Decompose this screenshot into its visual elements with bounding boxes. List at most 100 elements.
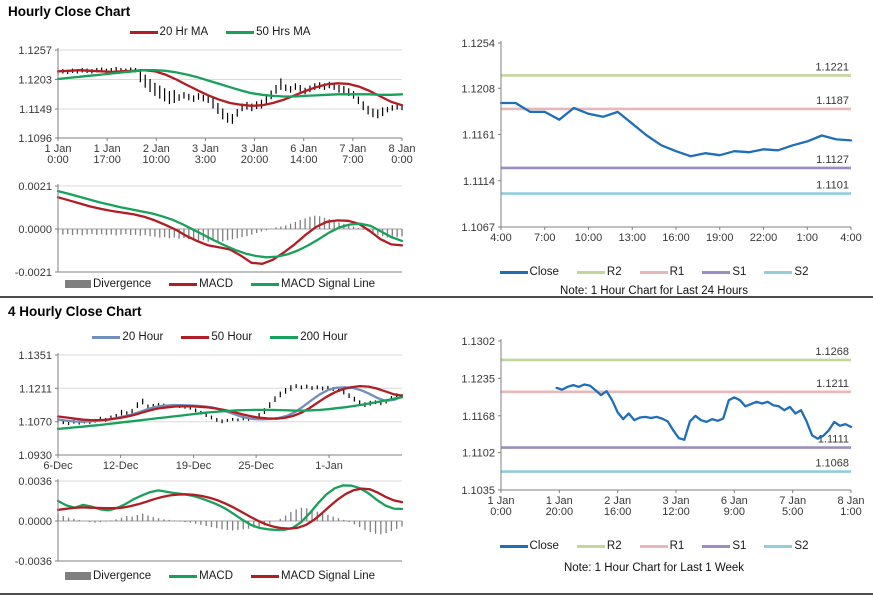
legend-pivot-24h: Close R2 R1 S1 S2 (441, 266, 867, 278)
legend-item-s2: S2 (764, 266, 808, 278)
20-hour-swatch (92, 335, 121, 339)
macd-signal-line-swatch (251, 282, 280, 286)
legend-4hourly-macd: Divergence MACD MACD Signal Line (0, 570, 440, 582)
legend-item-200-hour: 200 Hour (270, 331, 348, 343)
legend-item-r2: R2 (576, 266, 622, 278)
svg-text:25-Dec: 25-Dec (238, 460, 274, 472)
svg-text:1.1257: 1.1257 (18, 45, 52, 57)
svg-text:1.1035: 1.1035 (461, 485, 495, 497)
svg-text:-0.0021: -0.0021 (15, 267, 52, 276)
svg-text:1.1302: 1.1302 (461, 336, 495, 348)
svg-text:0.0000: 0.0000 (18, 516, 52, 528)
svg-text:4:00: 4:00 (840, 232, 861, 244)
legend-hourly-macd: Divergence MACD MACD Signal Line (0, 278, 440, 290)
legend-item-50-hrs-ma: 50 Hrs MA (226, 26, 310, 38)
s2-swatch (764, 544, 793, 548)
section-title-hourly: Hourly Close Chart (8, 4, 131, 19)
r2-swatch (576, 270, 605, 274)
svg-text:1:00: 1:00 (797, 232, 818, 244)
svg-text:1.1211: 1.1211 (19, 383, 52, 395)
svg-text:1-Jan: 1-Jan (315, 460, 343, 472)
svg-text:1.1254: 1.1254 (461, 38, 495, 50)
svg-text:0.0036: 0.0036 (18, 477, 52, 488)
legend-label: MACD (199, 570, 234, 582)
divergence-swatch (64, 280, 91, 288)
r1-swatch (639, 544, 668, 548)
legend-item-s2: S2 (764, 540, 808, 552)
macd-swatch (169, 282, 198, 286)
svg-text:-0.0036: -0.0036 (15, 556, 52, 565)
svg-text:1.1268: 1.1268 (815, 346, 849, 358)
legend-label: Divergence (92, 278, 152, 290)
legend-item-macd-signal-line: MACD Signal Line (251, 570, 375, 582)
svg-text:7:00: 7:00 (534, 232, 555, 244)
svg-text:1.1208: 1.1208 (461, 83, 495, 95)
note-pivot-1week: Note: 1 Hour Chart for Last 1 Week (563, 562, 745, 574)
divergence-swatch (64, 572, 91, 580)
svg-text:19-Dec: 19-Dec (176, 460, 212, 472)
svg-text:1.1102: 1.1102 (462, 448, 495, 460)
svg-text:1.1161: 1.1161 (462, 130, 495, 142)
50-hour-swatch (181, 335, 210, 339)
r1-swatch (639, 270, 668, 274)
legend-label: R2 (606, 540, 622, 552)
s1-swatch (702, 270, 731, 274)
20-hr-ma-swatch (129, 30, 158, 34)
legend-label: 20 Hour (122, 331, 164, 343)
legend-item-20-hour: 20 Hour (92, 331, 163, 343)
legend-item-macd-signal-line: MACD Signal Line (251, 278, 375, 290)
svg-text:1.1111: 1.1111 (818, 434, 849, 446)
legend-label: 20 Hr MA (159, 26, 209, 38)
200-hour-swatch (270, 335, 299, 339)
svg-text:12-Dec: 12-Dec (103, 460, 139, 472)
legend-label: S1 (732, 540, 747, 552)
r2-swatch (576, 544, 605, 548)
svg-text:13:00: 13:00 (618, 232, 646, 244)
legend-label: MACD (199, 278, 234, 290)
svg-text:19:00: 19:00 (706, 232, 734, 244)
legend-label: 200 Hour (300, 331, 348, 343)
legend-item-macd: MACD (169, 570, 233, 582)
legend-item-r1: R1 (639, 540, 685, 552)
svg-text:1.0930: 1.0930 (18, 450, 52, 462)
legend-label: MACD Signal Line (281, 570, 375, 582)
legend-label: R1 (669, 266, 685, 278)
svg-text:22:00: 22:00 (750, 232, 778, 244)
legend-item-r1: R1 (639, 266, 685, 278)
svg-text:1.1101: 1.1101 (816, 180, 849, 192)
svg-text:1.1096: 1.1096 (18, 133, 52, 145)
legend-label: MACD Signal Line (281, 278, 375, 290)
svg-text:0.0000: 0.0000 (18, 224, 52, 236)
50-hrs-ma-swatch (226, 30, 255, 34)
legend-label: R1 (669, 540, 685, 552)
svg-text:1.1070: 1.1070 (18, 417, 52, 429)
macd-swatch (169, 574, 198, 578)
close-swatch (499, 270, 528, 274)
svg-text:1.1221: 1.1221 (815, 61, 849, 73)
legend-item-50-hour: 50 Hour (181, 331, 252, 343)
legend-item-s1: S1 (702, 540, 746, 552)
svg-text:1.1168: 1.1168 (462, 411, 495, 423)
legend-item-r2: R2 (576, 540, 622, 552)
legend-label: S2 (794, 266, 809, 278)
svg-text:0.0021: 0.0021 (18, 181, 52, 193)
legend-item-20-hr-ma: 20 Hr MA (129, 26, 209, 38)
hourly-macd-chart: 0.0021 0.0000 -0.0021 (15, 181, 404, 276)
s1-swatch (702, 544, 731, 548)
legend-item-divergence: Divergence (64, 278, 152, 290)
legend-item-macd: MACD (169, 278, 233, 290)
legend-label: 50 Hrs MA (256, 26, 311, 38)
